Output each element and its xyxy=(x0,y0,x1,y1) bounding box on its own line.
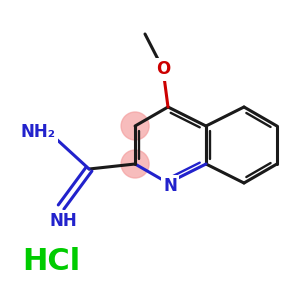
Text: NH: NH xyxy=(49,212,77,230)
Text: HCl: HCl xyxy=(22,248,80,277)
Text: O: O xyxy=(156,60,170,78)
Text: N: N xyxy=(163,177,177,195)
Circle shape xyxy=(121,150,149,178)
Circle shape xyxy=(121,112,149,140)
Text: NH₂: NH₂ xyxy=(21,123,56,141)
